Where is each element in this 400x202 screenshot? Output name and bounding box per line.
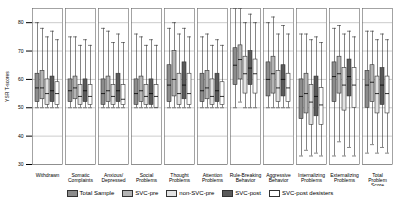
svg-text:80: 80 (18, 19, 24, 25)
svg-text:TotalProblemScore: TotalProblemScore (368, 172, 387, 186)
svg-text:ExternalizingProblems: ExternalizingProblems (330, 172, 359, 183)
svg-text:60: 60 (18, 76, 24, 82)
svg-text:InternalizingProblems: InternalizingProblems (298, 172, 325, 183)
svg-text:AttentionProblems: AttentionProblems (202, 172, 224, 183)
svg-text:Withdrawn: Withdrawn (36, 172, 60, 178)
html-text:SVC-post: SVC-post (235, 190, 261, 196)
html-text:non-SVC-pre: non-SVC-pre (179, 190, 215, 196)
svg-text:50: 50 (18, 104, 24, 110)
svg-text:Rule-BreakingBehavior: Rule-BreakingBehavior (230, 172, 262, 183)
svg-text:Anxious/Depressed: Anxious/Depressed (101, 172, 125, 183)
svg-text:YSR T-scores: YSR T-scores (4, 71, 10, 102)
svg-text:ThoughtProblems: ThoughtProblems (169, 172, 191, 183)
svg-text:70: 70 (18, 48, 24, 54)
svg-text:40: 40 (18, 133, 24, 139)
svg-text:AggressiveBehavior: AggressiveBehavior (266, 172, 291, 183)
svg-text:SomaticComplaints: SomaticComplaints (68, 172, 94, 183)
html-text:SVC-pre: SVC-pre (135, 190, 159, 196)
html-text:Total Sample: Total Sample (79, 190, 115, 196)
svg-text:30: 30 (18, 161, 24, 167)
html-text:SVC-post desisters: SVC-post desisters (282, 190, 334, 196)
svg-text:SocialProblems: SocialProblems (136, 172, 158, 183)
